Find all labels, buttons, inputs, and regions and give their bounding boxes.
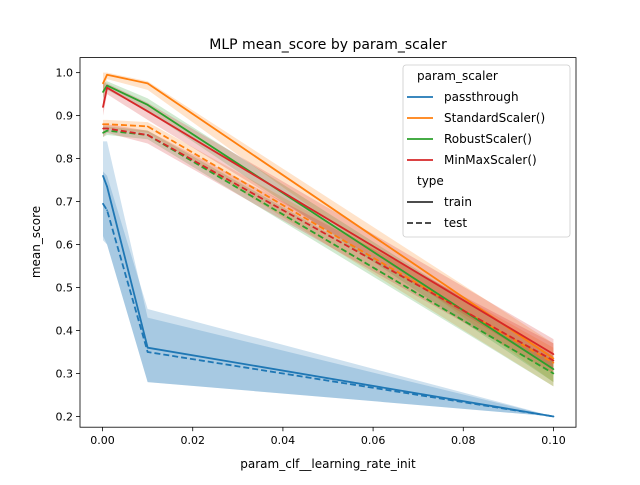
data-point-minmaxscaler-train [102,106,104,108]
data-point-robustscaler-test [552,372,555,375]
legend-label-train: train [444,195,472,209]
data-point-passthrough-test [102,202,104,205]
x-axis-label: param_clf__learning_rate_init [240,457,416,471]
legend-label-robustscaler: RobustScaler() [444,132,532,146]
data-point-minmaxscaler-test [146,134,149,136]
data-point-standardscaler-train [552,357,555,360]
y-tick-label: 0.9 [56,110,74,123]
data-point-passthrough-train [102,174,104,177]
legend-frame [402,64,571,238]
series-line-minmaxscaler-train [102,86,554,355]
series-line-robustscaler-test [102,129,554,375]
ci-band-passthrough-train [102,141,554,417]
legend-hue-title: param_scaler [417,69,498,83]
legend-label-standardscaler: StandardScaler() [444,111,545,125]
x-tick-label: 0.10 [541,434,566,447]
chart-title: MLP mean_score by param_scaler [209,37,447,53]
data-point-standardscaler-train [102,82,104,85]
y-tick-label: 0.4 [56,325,74,338]
y-tick-label: 0.3 [56,367,74,380]
y-tick-label: 0.8 [56,153,74,166]
data-point-passthrough-train [146,346,149,349]
y-axis-label: mean_score [29,206,43,278]
series-line-standardscaler-test [102,123,554,364]
y-ticks: 0.2 0.3 0.4 0.5 0.6 0.7 0.8 0.9 1.0 [56,67,80,423]
data-point-standardscaler-test [102,123,104,126]
data-point-robustscaler-test [106,129,108,132]
data-point-standardscaler-train [106,73,108,76]
axes [79,57,577,428]
legend-label-minmaxscaler: MinMaxScaler() [444,153,537,167]
data-point-robustscaler-train [102,91,104,93]
y-tick-label: 0.6 [56,239,74,252]
x-tick-label: 0.06 [361,434,386,447]
data-point-robustscaler-test [102,132,104,134]
series-line-passthrough-test [102,203,554,418]
legend-style-title: type [417,174,444,188]
data-point-minmaxscaler-test [106,127,108,130]
data-point-robustscaler-train [552,368,555,370]
legend: param_scaler passthrough StandardScaler() R… [402,64,571,238]
y-tick-label: 0.5 [56,282,74,295]
data-point-minmaxscaler-train [146,110,149,113]
x-tick-label: 0.02 [180,434,205,447]
data-point-passthrough-test [146,351,149,353]
data-point-robustscaler-train [106,84,108,87]
data-point-standardscaler-train [146,82,149,85]
data-point-minmaxscaler-train [106,86,108,89]
data-point-passthrough-test [552,415,555,418]
data-point-passthrough-train [106,185,108,188]
series-line-passthrough-train [102,175,554,418]
data-point-standardscaler-test [552,361,555,364]
data-point-robustscaler-train [146,104,149,106]
data-point-minmaxscaler-train [552,353,555,355]
x-tick-label: 0.08 [451,434,476,447]
x-tick-label: 0.04 [271,434,296,447]
data-point-minmaxscaler-test [102,127,104,130]
data-point-passthrough-test [106,209,108,211]
y-tick-label: 1.0 [56,67,74,80]
data-point-standardscaler-test [146,125,149,128]
plot-frame [79,57,577,428]
series-lines [102,73,555,418]
series-line-standardscaler-train [102,73,554,360]
x-tick-label: 0.00 [90,434,115,447]
legend-label-passthrough: passthrough [444,90,519,104]
series-line-robustscaler-train [102,84,554,370]
data-point-minmaxscaler-test [552,359,555,362]
data-point-standardscaler-test [106,123,108,126]
series-line-minmaxscaler-test [102,127,554,362]
y-tick-label: 0.7 [56,196,74,209]
x-ticks: 0.00 0.02 0.04 0.06 0.08 0.10 [90,427,566,447]
legend-label-test: test [444,216,467,230]
ci-band-passthrough-test [102,171,554,417]
y-tick-label: 0.2 [56,410,74,423]
